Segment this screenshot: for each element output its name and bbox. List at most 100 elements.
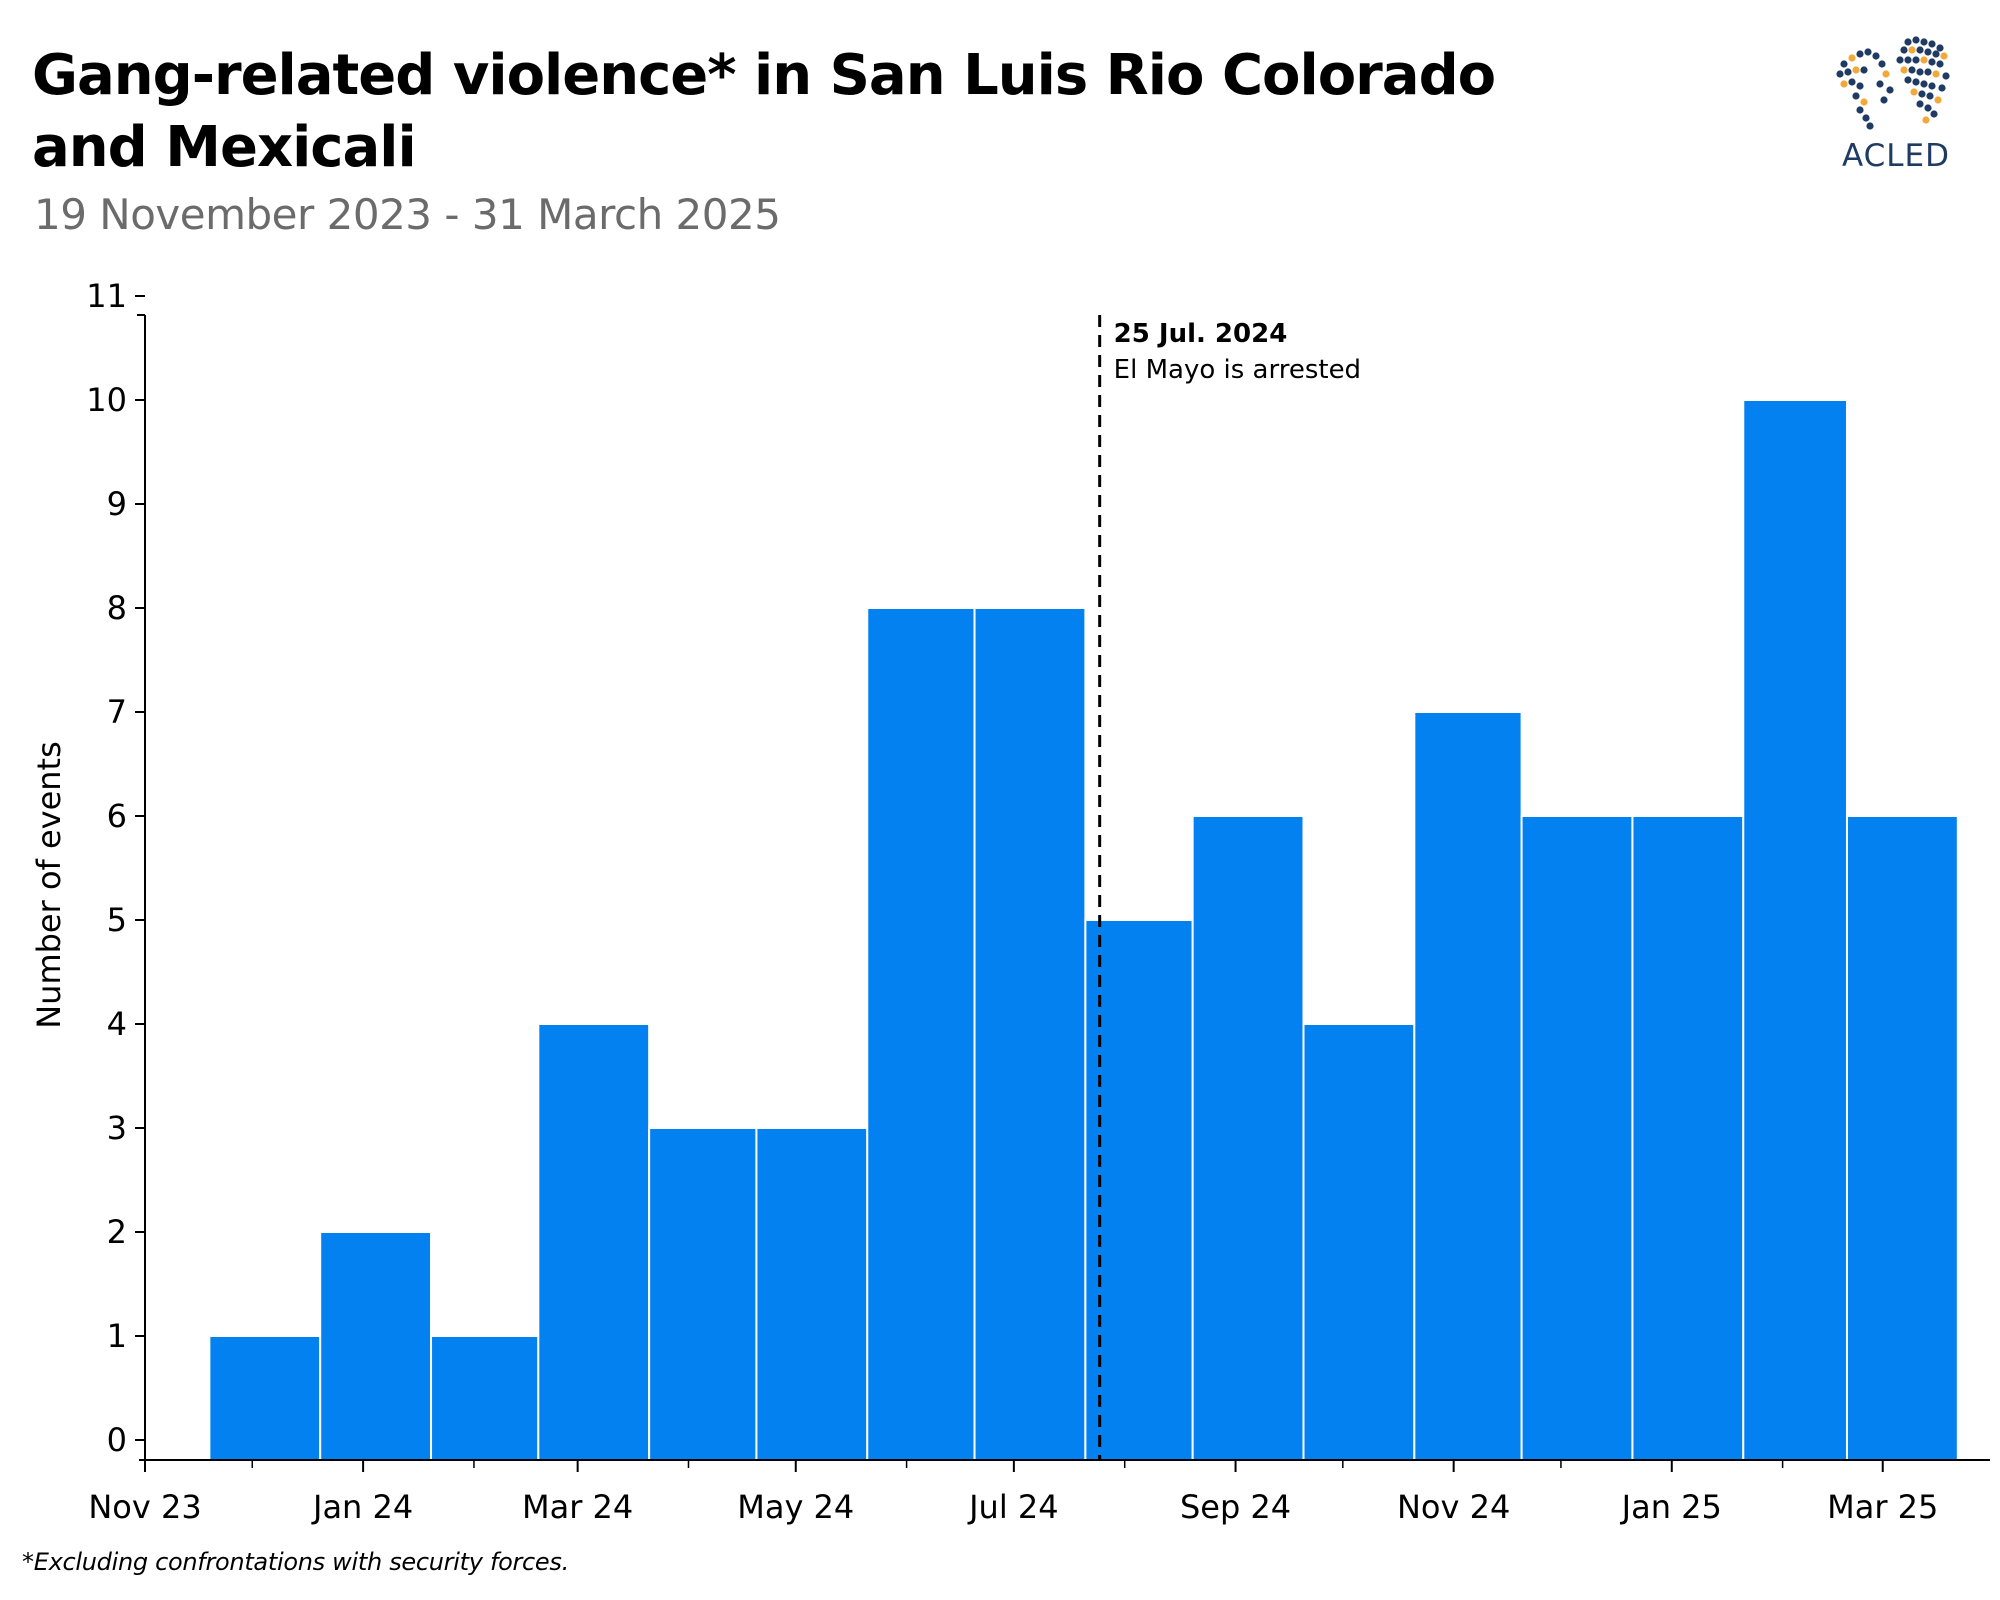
logo-dot-53 (1878, 60, 1886, 68)
logo-dot-51 (1862, 114, 1870, 122)
logo-dot-32 (1916, 100, 1924, 108)
logo-dot-40 (1872, 52, 1880, 60)
y-tick-label-6: 6 (107, 797, 127, 835)
logo-dot-57 (1880, 96, 1888, 104)
logo-dot-20 (1924, 68, 1932, 76)
footnote: *Excluding confrontations with security … (22, 1548, 569, 1576)
logo-dot-49 (1860, 98, 1868, 106)
logo-dot-46 (1848, 78, 1856, 86)
logo-dot-23 (1904, 76, 1912, 84)
x-tick-label-4: Jul 24 (967, 1488, 1059, 1526)
y-tick-label-2: 2 (107, 1213, 127, 1251)
logo-dot-27 (1938, 84, 1946, 92)
bar-9 (1191, 815, 1305, 1461)
bar-7 (973, 607, 1087, 1461)
bar-6 (866, 607, 976, 1461)
logo-dot-0 (1904, 38, 1912, 46)
y-tick-label-3: 3 (107, 1109, 127, 1147)
x-tick-label-1: Jan 24 (311, 1488, 413, 1526)
logo-dot-36 (1840, 60, 1848, 68)
logo-dot-56 (1886, 86, 1894, 94)
logo-dot-6 (1908, 46, 1916, 54)
chart-subtitle: 19 November 2023 - 31 March 2025 (34, 190, 781, 239)
logo-dot-7 (1916, 46, 1924, 54)
y-tick-label-0: 0 (107, 1421, 127, 1459)
bar-15 (1845, 815, 1959, 1461)
chart-title: Gang-related violence* in San Luis Rio C… (32, 43, 1496, 180)
logo-dot-35 (1922, 116, 1930, 124)
x-tick-label-8: Mar 25 (1827, 1488, 1938, 1526)
logo-text: ACLED (1841, 138, 1951, 174)
bar-13 (1631, 815, 1745, 1461)
logo-dot-39 (1864, 48, 1872, 56)
logo-dot-50 (1856, 106, 1864, 114)
x-tick-label-7: Jan 25 (1620, 1488, 1722, 1526)
x-tick-label-5: Sep 24 (1180, 1488, 1291, 1526)
x-tick-label-6: Nov 24 (1397, 1488, 1510, 1526)
x-tick-label-0: Nov 23 (88, 1488, 201, 1526)
acled-logo-icon (1836, 36, 1950, 130)
logo-dot-9 (1932, 50, 1940, 58)
logo-dot-28 (1910, 88, 1918, 96)
x-tick-label-2: Mar 24 (522, 1488, 633, 1526)
logo-dot-29 (1918, 90, 1926, 98)
logo-dot-14 (1920, 56, 1928, 64)
x-tick-label-3: May 24 (737, 1488, 854, 1526)
bar-12 (1520, 815, 1634, 1461)
bar-1 (319, 1231, 433, 1461)
logo-dot-31 (1934, 96, 1942, 104)
logo-dot-15 (1928, 58, 1936, 66)
logo-dot-37 (1848, 54, 1856, 62)
logo-dot-44 (1860, 66, 1868, 74)
y-tick-label-8: 8 (107, 589, 127, 627)
logo-dot-5 (1900, 46, 1908, 54)
bar-14 (1742, 399, 1848, 1461)
logo-dot-45 (1840, 80, 1848, 88)
logo-dot-18 (1908, 66, 1916, 74)
bar-3 (537, 1023, 651, 1461)
y-tick-label-7: 7 (107, 693, 127, 731)
logo-dot-33 (1924, 104, 1932, 112)
bar-4 (648, 1127, 758, 1461)
logo-dot-52 (1866, 122, 1874, 130)
logo-dot-54 (1882, 70, 1890, 78)
axes-group: 0 1 2 3 4 5 6 7 8 9 10 11 Nov 23 Jan 24 Mar 24 May 24 Ju… (86, 277, 1990, 1526)
logo-dot-43 (1852, 66, 1860, 74)
logo-dot-30 (1926, 92, 1934, 100)
bar-5 (755, 1127, 869, 1461)
logo-dot-47 (1856, 82, 1864, 90)
logo-dot-13 (1912, 56, 1920, 64)
bar-2 (430, 1335, 540, 1461)
logo-dot-24 (1912, 78, 1920, 86)
logo-dot-38 (1856, 50, 1864, 58)
logo-dot-25 (1920, 80, 1928, 88)
logo-dot-17 (1900, 66, 1908, 74)
y-tick-label-1: 1 (107, 1317, 127, 1355)
logo-dot-41 (1836, 70, 1844, 78)
y-axis-label: Number of events (30, 741, 68, 1029)
logo-dot-48 (1852, 92, 1860, 100)
annotation-text: El Mayo is arrested (1114, 355, 1361, 385)
logo-dot-16 (1936, 60, 1944, 68)
logo-dot-55 (1876, 80, 1884, 88)
logo-dot-34 (1930, 110, 1938, 118)
logo-dot-21 (1932, 70, 1940, 78)
bar-11 (1413, 711, 1523, 1461)
y-tick-label-4: 4 (107, 1005, 127, 1043)
annotation-title: 25 Jul. 2024 (1114, 319, 1288, 349)
bar-0 (208, 1335, 322, 1461)
annotation-group: 25 Jul. 2024 El Mayo is arrested (1098, 315, 1361, 1460)
logo-dot-3 (1928, 40, 1936, 48)
logo-dot-4 (1936, 44, 1944, 52)
y-tick-label-9: 9 (107, 485, 127, 523)
logo-dot-11 (1896, 56, 1904, 64)
logo-dot-8 (1924, 48, 1932, 56)
y-tick-label-5: 5 (107, 901, 127, 939)
logo-dot-19 (1916, 68, 1924, 76)
bar-8 (1084, 919, 1194, 1461)
logo-dot-22 (1942, 72, 1950, 80)
logo-dot-26 (1928, 82, 1936, 90)
logo-dot-12 (1904, 56, 1912, 64)
bar-10 (1302, 1023, 1416, 1461)
